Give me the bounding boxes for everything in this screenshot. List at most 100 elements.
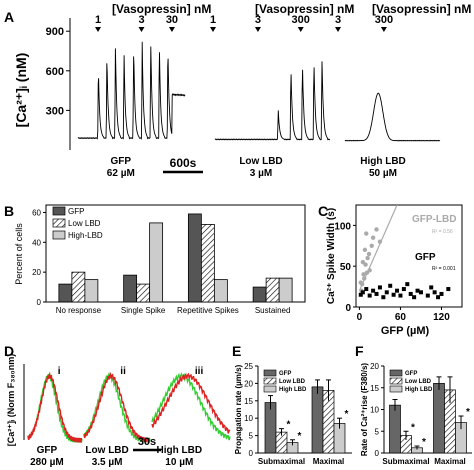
e-legend-label: GFP: [279, 371, 291, 377]
c-point-gfp-lbd: [359, 281, 365, 287]
c-point-gfp-lbd: [370, 235, 376, 240]
c-point-gfp-lbd: [364, 270, 370, 275]
c-point-gfp: [439, 291, 444, 296]
c-point-gfp: [367, 293, 372, 298]
panel-letter-e: E: [232, 343, 241, 359]
a-trace-conc: 62 µM: [107, 168, 135, 179]
c-point-gfp-lbd: [374, 227, 379, 232]
panel-letter-b: B: [4, 203, 14, 219]
b-bar: [265, 277, 280, 303]
e-bar: [264, 402, 277, 454]
a-trace-label: GFP: [111, 156, 132, 167]
c-plot-frame: [355, 204, 463, 308]
c-y-tick-label: 0: [345, 303, 351, 314]
e-legend-swatch: [263, 377, 277, 385]
a-dose-label: 1: [210, 14, 216, 26]
c-point-gfp: [408, 291, 413, 296]
d-trace-line: [27, 371, 83, 443]
c-point-gfp: [405, 282, 410, 287]
a-header-label: [Vasopressin] nM: [112, 2, 211, 16]
d-subpanel-numeral: iii: [195, 366, 204, 377]
b-legend-swatch: [52, 218, 66, 228]
c-point-gfp: [388, 283, 393, 288]
d-subpanel-numeral: i: [58, 366, 61, 377]
d-trace-line: [27, 373, 83, 443]
a-trace-line: [214, 61, 331, 141]
b-bar: [149, 222, 164, 303]
f-legend-label: High LBD: [405, 387, 433, 393]
d-trace-line: [151, 372, 231, 441]
e-y-axis-label: Propagation rate (µm/s): [234, 364, 243, 454]
b-bar: [200, 223, 215, 303]
c-point-gfp: [374, 291, 379, 296]
c-point-gfp: [371, 288, 376, 293]
e-category-label: Submaximal: [258, 457, 305, 466]
b-category-label: Repetitive Spikes: [177, 306, 239, 315]
c-point-gfp: [429, 285, 434, 290]
c-series-label-gfp: GFP: [415, 252, 436, 263]
d-y-axis-label: [Ca²⁺]ᵢ (Norm F₃₈₀nm): [6, 354, 16, 446]
c-point-gfp: [364, 287, 369, 292]
c-x-tick-label: 0: [357, 312, 363, 323]
a-dose-label: 1: [95, 14, 101, 26]
a-dose-arrow: [95, 27, 101, 32]
f-sig-star: *: [411, 422, 415, 433]
a-trace-label: Low LBD: [239, 156, 282, 167]
a-trace-conc: 50 µM: [369, 168, 397, 179]
a-header-label: [Vasopressin] nM: [255, 2, 354, 16]
panel-letter-f: F: [355, 343, 364, 359]
d-trace-line: [83, 371, 151, 443]
c-point-gfp: [395, 288, 400, 293]
f-sig-star: *: [422, 437, 426, 448]
f-legend-label: GFP: [405, 371, 417, 377]
e-y-tick-label: 10: [244, 414, 253, 423]
a-dose-label: 3: [255, 14, 261, 26]
c-point-gfp: [401, 287, 406, 292]
c-point-gfp: [432, 290, 437, 295]
b-bar: [213, 279, 228, 303]
e-category-label: Maximal: [313, 457, 345, 466]
c-point-gfp-lbd: [369, 243, 374, 248]
a-dose-arrow: [380, 27, 387, 32]
a-dose-label: 3: [335, 14, 341, 26]
f-category-label: Maximal: [434, 457, 466, 466]
a-y-axis-label: [Ca²⁺]ᵢ (nM): [13, 53, 29, 128]
e-legend-swatch: [263, 385, 277, 393]
d-scalebar-label: 30s: [138, 436, 156, 448]
a-dose-label: 300: [375, 14, 393, 26]
c-point-gfp-lbd: [365, 255, 370, 261]
d-trace-conc: 10 µM: [165, 457, 193, 468]
c-point-gfp: [377, 285, 382, 290]
d-trace-label: High LBD: [157, 445, 203, 456]
d-trace-line: [151, 372, 231, 434]
e-legend-label: Low LBD: [279, 379, 306, 385]
c-point-gfp: [358, 292, 363, 297]
c-point-gfp-lbd: [362, 247, 368, 253]
b-bar: [71, 271, 86, 303]
f-legend-swatch: [389, 385, 403, 393]
d-trace-conc: 280 µM: [30, 457, 64, 468]
panel-letter-c: C: [318, 203, 328, 219]
e-sig-star: *: [298, 431, 302, 442]
c-point-gfp: [415, 288, 420, 293]
b-y-tick-label: 40: [32, 238, 41, 247]
b-bar: [252, 286, 267, 303]
panel-letter-d: D: [4, 343, 14, 359]
c-point-gfp: [398, 293, 403, 298]
c-point-gfp-lbd: [377, 239, 383, 244]
c-point-gfp: [418, 290, 423, 295]
b-bar: [136, 283, 151, 303]
b-category-label: Single Spike: [121, 306, 166, 315]
e-y-tick-label: 15: [244, 397, 253, 406]
c-point-gfp: [391, 292, 396, 297]
a-y-tick-label: 900: [46, 26, 64, 38]
b-y-tick-label: 0: [37, 298, 42, 307]
a-dose-arrow: [138, 27, 145, 32]
f-y-tick-label: 15: [370, 384, 379, 393]
f-bar: [389, 404, 401, 454]
b-legend-label: High-LBD: [68, 231, 103, 240]
c-r2-gfp-lbd: R² = 0.56: [432, 229, 453, 235]
